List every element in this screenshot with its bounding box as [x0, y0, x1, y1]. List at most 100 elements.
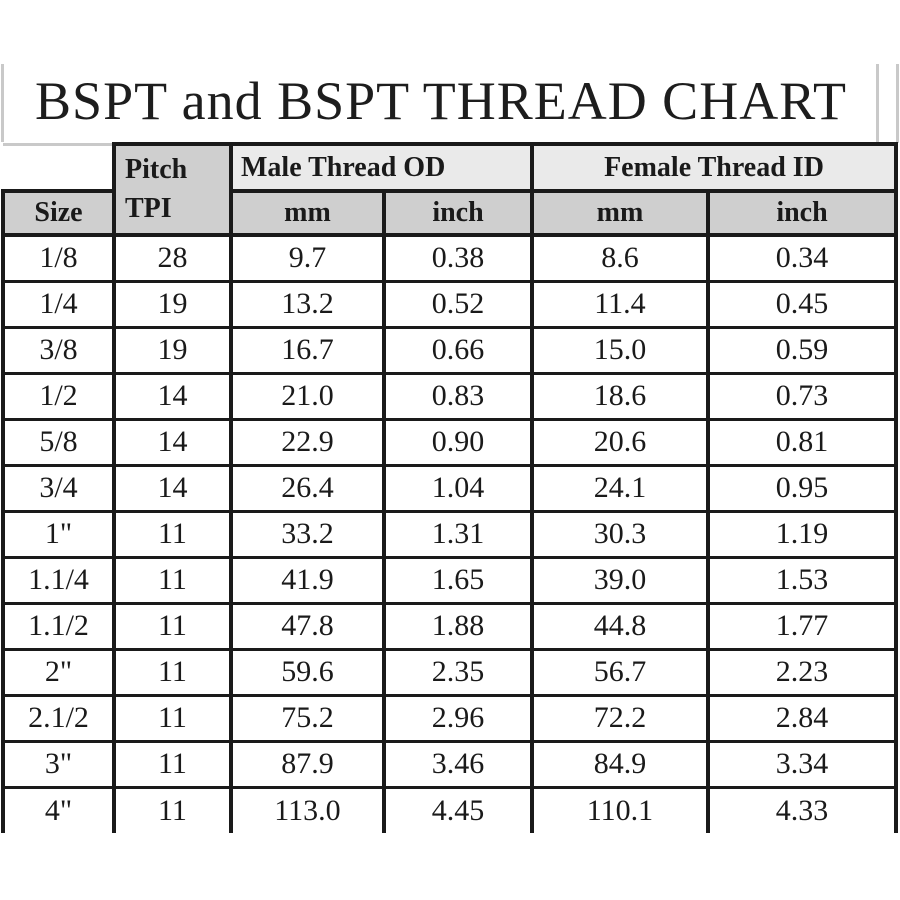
chart-title: BSPT and BSPT THREAD CHART — [35, 71, 847, 131]
header-pitch-line1: Pitch — [125, 153, 188, 185]
cell-female_mm: 20.6 — [530, 417, 710, 467]
table-row: 1/4 19 13.2 0.52 11.4 0.45 — [1, 279, 898, 329]
cell-male_mm: 13.2 — [229, 279, 386, 329]
cell-female_inch: 3.34 — [706, 739, 898, 789]
cell-female_inch: 0.59 — [706, 325, 898, 375]
cell-male_inch: 0.90 — [382, 417, 534, 467]
cell-female_inch: 1.53 — [706, 555, 898, 605]
cell-female_inch: 1.19 — [706, 509, 898, 559]
header-pitch-tpi: Pitch TPI — [112, 142, 233, 237]
cell-female_mm: 110.1 — [530, 785, 710, 833]
table-row: 1.1/4 11 41.9 1.65 39.0 1.53 — [1, 555, 898, 605]
cell-female_mm: 39.0 — [530, 555, 710, 605]
table-row: 1" 11 33.2 1.31 30.3 1.19 — [1, 509, 898, 559]
table-row: 5/8 14 22.9 0.90 20.6 0.81 — [1, 417, 898, 467]
cell-tpi: 28 — [112, 233, 233, 283]
cell-tpi: 19 — [112, 325, 233, 375]
cell-female_inch: 0.34 — [706, 233, 898, 283]
cell-female_mm: 84.9 — [530, 739, 710, 789]
cell-female_mm: 8.6 — [530, 233, 710, 283]
cell-female_inch: 2.23 — [706, 647, 898, 697]
cell-tpi: 11 — [112, 739, 233, 789]
cell-size: 1.1/2 — [1, 601, 116, 651]
cell-male_mm: 87.9 — [229, 739, 386, 789]
gridline-remnant-right-2 — [896, 64, 899, 143]
cell-male_mm: 33.2 — [229, 509, 386, 559]
cell-male_mm: 113.0 — [229, 785, 386, 833]
header-female-mm: mm — [530, 189, 710, 237]
cell-female_inch: 0.81 — [706, 417, 898, 467]
cell-female_inch: 2.84 — [706, 693, 898, 743]
header-pitch-line2: TPI — [125, 192, 172, 224]
cell-female_mm: 11.4 — [530, 279, 710, 329]
cell-tpi: 14 — [112, 463, 233, 513]
table-row: 3" 11 87.9 3.46 84.9 3.34 — [1, 739, 898, 789]
cell-female_mm: 18.6 — [530, 371, 710, 421]
gridline-remnant-left — [1, 64, 4, 142]
cell-tpi: 11 — [112, 509, 233, 559]
gridline-remnant-right-1 — [876, 64, 879, 143]
cell-female_mm: 72.2 — [530, 693, 710, 743]
cell-tpi: 11 — [112, 785, 233, 833]
header-size: Size — [1, 189, 116, 237]
header-male-inch: inch — [382, 189, 534, 237]
cell-female_mm: 30.3 — [530, 509, 710, 559]
cell-male_inch: 1.31 — [382, 509, 534, 559]
header-female-inch: inch — [706, 189, 898, 237]
cell-size: 3" — [1, 739, 116, 789]
cell-male_mm: 75.2 — [229, 693, 386, 743]
header-male-thread-od: Male Thread OD — [229, 142, 534, 193]
table-row: 2" 11 59.6 2.35 56.7 2.23 — [1, 647, 898, 697]
table-row: 3/4 14 26.4 1.04 24.1 0.95 — [1, 463, 898, 513]
cell-male_mm: 47.8 — [229, 601, 386, 651]
cell-female_inch: 1.77 — [706, 601, 898, 651]
header-female-thread-id: Female Thread ID — [530, 142, 898, 193]
cell-tpi: 14 — [112, 417, 233, 467]
table-row: 4" 11 113.0 4.45 110.1 4.33 — [1, 785, 898, 833]
cell-male_mm: 22.9 — [229, 417, 386, 467]
cell-male_inch: 2.96 — [382, 693, 534, 743]
cell-male_mm: 26.4 — [229, 463, 386, 513]
cell-male_mm: 41.9 — [229, 555, 386, 605]
cell-size: 5/8 — [1, 417, 116, 467]
cell-male_mm: 16.7 — [229, 325, 386, 375]
cell-tpi: 11 — [112, 647, 233, 697]
cell-male_mm: 9.7 — [229, 233, 386, 283]
cell-size: 2" — [1, 647, 116, 697]
table-row: 1/8 28 9.7 0.38 8.6 0.34 — [1, 233, 898, 283]
cell-male_inch: 0.52 — [382, 279, 534, 329]
cell-tpi: 11 — [112, 693, 233, 743]
table-body: 1/8 28 9.7 0.38 8.6 0.34 1/4 19 13.2 0.52 11.4 0.45… — [1, 233, 898, 833]
cell-tpi: 19 — [112, 279, 233, 329]
table-row: 1/2 14 21.0 0.83 18.6 0.73 — [1, 371, 898, 421]
header-row-groups: Pitch TPI Male Thread OD Female Thread I… — [3, 142, 898, 237]
cell-size: 3/4 — [1, 463, 116, 513]
cell-tpi: 11 — [112, 601, 233, 651]
cell-tpi: 14 — [112, 371, 233, 421]
cell-size: 2.1/2 — [1, 693, 116, 743]
cell-size: 1" — [1, 509, 116, 559]
cell-size: 1/4 — [1, 279, 116, 329]
cell-female_inch: 0.95 — [706, 463, 898, 513]
cell-female_mm: 15.0 — [530, 325, 710, 375]
cell-female_mm: 44.8 — [530, 601, 710, 651]
table-row: 3/8 19 16.7 0.66 15.0 0.59 — [1, 325, 898, 375]
table-row: 1.1/2 11 47.8 1.88 44.8 1.77 — [1, 601, 898, 651]
cell-female_mm: 24.1 — [530, 463, 710, 513]
cell-female_inch: 0.45 — [706, 279, 898, 329]
cell-tpi: 11 — [112, 555, 233, 605]
cell-male_inch: 2.35 — [382, 647, 534, 697]
cell-female_inch: 4.33 — [706, 785, 898, 833]
cell-size: 4" — [1, 785, 116, 833]
cell-size: 1.1/4 — [1, 555, 116, 605]
header-male-mm: mm — [229, 189, 386, 237]
table-row: 2.1/2 11 75.2 2.96 72.2 2.84 — [1, 693, 898, 743]
cell-male_inch: 0.66 — [382, 325, 534, 375]
cell-female_inch: 0.73 — [706, 371, 898, 421]
cell-male_inch: 0.38 — [382, 233, 534, 283]
cell-male_inch: 1.04 — [382, 463, 534, 513]
corner-blank-cell — [3, 142, 116, 193]
thread-chart-table: Pitch TPI Male Thread OD Female Thread I… — [1, 142, 898, 833]
cell-male_inch: 1.88 — [382, 601, 534, 651]
